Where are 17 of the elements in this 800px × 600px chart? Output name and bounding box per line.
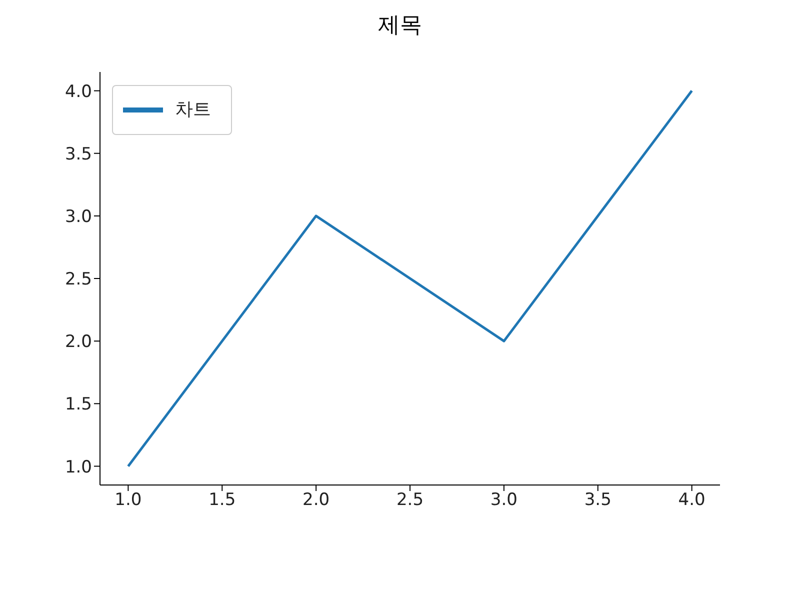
y-tick-label: 2.5: [64, 270, 92, 290]
x-tick-label: 3.0: [490, 490, 518, 510]
chart-title: 제목: [377, 12, 423, 40]
y-tick-label: 4.0: [64, 82, 92, 102]
x-tick-label: 4.0: [678, 490, 706, 510]
x-tick-label: 1.5: [208, 490, 236, 510]
y-tick-label: 1.0: [64, 457, 92, 478]
line-series: [126, 90, 694, 468]
y-tick-label: 3.5: [64, 144, 92, 164]
y-tick-label: 2.0: [64, 332, 92, 352]
x-tick-label: 1.0: [114, 490, 142, 510]
y-tick-label: 3.0: [64, 206, 92, 227]
x-tick-label: 3.5: [584, 490, 612, 510]
x-tick-label: 2.0: [302, 490, 330, 510]
x-tick-label: 2.5: [396, 490, 424, 510]
legend-label: 차트: [175, 98, 211, 120]
y-tick-label: 1.5: [64, 394, 92, 415]
